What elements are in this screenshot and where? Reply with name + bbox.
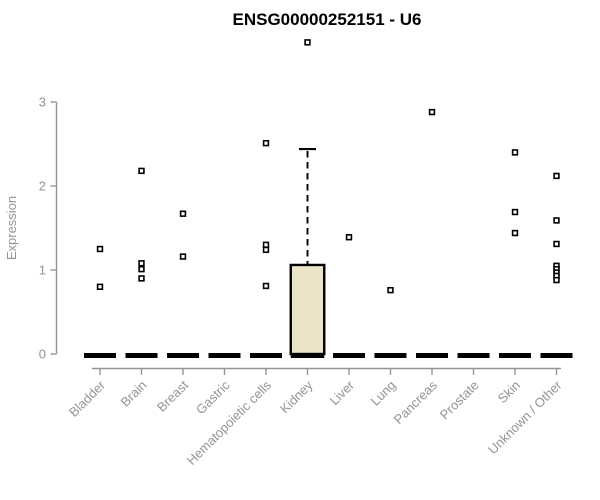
outlier-point <box>304 39 311 46</box>
x-axis-label-bladder: Bladder <box>66 377 109 420</box>
outlier-point <box>387 286 394 294</box>
x-axis-label-unknown-other: Unknown / Other <box>485 377 565 457</box>
outlier-point <box>345 234 353 241</box>
y-axis-tick-label: 2 <box>39 179 46 194</box>
x-axis-label-pancreas: Pancreas <box>391 377 441 427</box>
outlier-point <box>262 241 270 248</box>
x-axis-label-skin: Skin <box>495 378 523 406</box>
x-axis-label-liver: Liver <box>327 377 358 408</box>
median-bar <box>208 353 241 358</box>
outlier-point <box>138 260 145 267</box>
median-bar <box>167 353 199 358</box>
outlier-point <box>179 253 187 260</box>
outlier-point <box>138 167 145 175</box>
outlier-point <box>96 245 104 253</box>
outlier-point <box>262 246 270 254</box>
outlier-point <box>553 217 560 224</box>
outlier-point <box>553 276 560 284</box>
outlier-point <box>511 229 519 237</box>
y-axis-tick-label: 3 <box>39 95 46 110</box>
y-axis-tick-label: 1 <box>39 263 46 278</box>
median-bar <box>333 353 365 358</box>
outlier-point <box>428 108 436 116</box>
outlier-point <box>553 172 560 180</box>
outlier-point <box>553 240 560 248</box>
box <box>289 263 326 356</box>
outlier-point <box>511 208 519 216</box>
x-axis-label-brain: Brain <box>118 378 150 410</box>
y-axis-tick-label: 0 <box>39 347 46 362</box>
median-bar <box>416 353 448 358</box>
outlier-point <box>511 149 519 156</box>
outlier-point <box>262 282 270 290</box>
x-axis-label-gastric: Gastric <box>193 377 233 417</box>
x-axis-label-lung: Lung <box>368 378 399 409</box>
x-axis-label-breast: Breast <box>154 377 191 414</box>
median-bar <box>290 353 325 358</box>
median-bar <box>457 353 490 358</box>
x-axis-label-prostate: Prostate <box>437 378 482 423</box>
outlier-point <box>179 210 187 217</box>
median-bar <box>250 353 282 358</box>
chart-title: ENSG00000252151 - U6 <box>232 10 421 29</box>
median-bar <box>540 353 573 358</box>
outlier-point <box>138 265 145 273</box>
outlier-point <box>138 275 145 282</box>
median-bar <box>499 353 531 358</box>
median-bar <box>84 353 116 358</box>
outlier-point <box>262 139 270 147</box>
median-bar <box>374 353 407 358</box>
outlier-point <box>96 283 104 290</box>
y-axis-title: Expression <box>4 196 19 260</box>
x-axis-label-kidney: Kidney <box>277 377 316 416</box>
median-bar <box>125 353 158 358</box>
